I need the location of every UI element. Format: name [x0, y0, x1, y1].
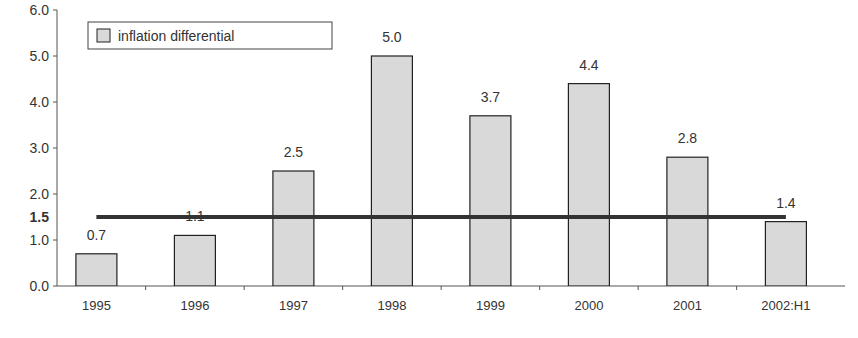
- x-tick: [539, 286, 540, 290]
- y-tick-label: 4.0: [30, 94, 50, 110]
- legend-label: inflation differential: [118, 28, 234, 44]
- bar: [765, 222, 806, 286]
- x-tick-label: 2002:H1: [761, 298, 810, 313]
- data-label: 2.5: [284, 144, 304, 160]
- x-tick-label: 2001: [673, 298, 702, 313]
- y-tick-label: 2.0: [30, 186, 50, 202]
- y-tick-label: 3.0: [30, 140, 50, 156]
- y-tick: [53, 240, 57, 241]
- data-label: 0.7: [87, 227, 107, 243]
- x-tick: [145, 286, 146, 290]
- legend-box: [88, 22, 332, 49]
- x-tick-label: 1997: [279, 298, 308, 313]
- y-tick: [53, 10, 57, 11]
- bar: [174, 235, 215, 286]
- y-tick-label: 5.0: [30, 48, 50, 64]
- bar: [470, 116, 511, 286]
- bars: [76, 56, 807, 286]
- x-tick: [342, 286, 343, 290]
- x-tick: [441, 286, 442, 290]
- data-label: 4.4: [579, 57, 599, 73]
- x-tick-label: 1996: [180, 298, 209, 313]
- y-tick: [53, 194, 57, 195]
- data-label: 5.0: [382, 29, 402, 45]
- bar: [371, 56, 412, 286]
- data-label: 3.7: [481, 89, 501, 105]
- y-tick: [53, 286, 57, 287]
- bar: [273, 171, 314, 286]
- bar: [667, 157, 708, 286]
- data-labels: 0.71.12.55.03.74.42.81.4: [87, 29, 796, 243]
- data-label: 1.4: [776, 195, 796, 211]
- x-tick: [736, 286, 737, 290]
- data-label: 2.8: [678, 130, 698, 146]
- x-tick-label: 1999: [476, 298, 505, 313]
- x-tick: [638, 286, 639, 290]
- y-tick: [53, 56, 57, 57]
- x-tick-label: 2000: [574, 298, 603, 313]
- legend-swatch: [97, 29, 110, 42]
- x-tick: [244, 286, 245, 290]
- y-tick-label: 6.0: [30, 2, 50, 18]
- reference-line: [96, 215, 786, 219]
- x-tick-label: 1998: [377, 298, 406, 313]
- y-tick: [53, 102, 57, 103]
- reference-label: 1.5: [30, 209, 50, 225]
- y-tick-label: 0.0: [30, 278, 50, 294]
- bar: [76, 254, 117, 286]
- x-tick-label: 1995: [82, 298, 111, 313]
- y-tick-label: 1.0: [30, 232, 50, 248]
- chart: 0.0 1.0 2.0 3.0 4.0 5.0 6.0 1995 1996 1997 1998 199…: [0, 0, 858, 338]
- legend: inflation differential: [88, 22, 332, 49]
- bar: [568, 84, 609, 286]
- y-tick: [53, 148, 57, 149]
